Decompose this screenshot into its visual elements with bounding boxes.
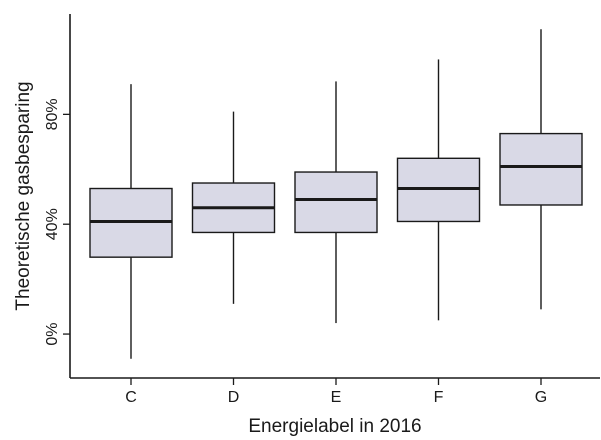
x-tick-label-c: C bbox=[125, 389, 137, 406]
y-ticks-layer: 0% 40% 80% bbox=[44, 98, 70, 346]
x-tick-label-g: G bbox=[535, 389, 547, 406]
x-ticks-layer: C D E F G bbox=[125, 378, 547, 406]
y-tick-label-80: 80% bbox=[44, 98, 61, 130]
y-tick-label-0: 0% bbox=[44, 322, 61, 345]
y-axis-title: Theoretische gasbesparing bbox=[13, 81, 34, 310]
y-tick-label-40: 40% bbox=[44, 208, 61, 240]
x-axis-title: Energielabel in 2016 bbox=[248, 416, 421, 437]
boxes-layer bbox=[89, 29, 583, 359]
box-g bbox=[499, 132, 583, 206]
x-tick-label-d: D bbox=[228, 389, 240, 406]
x-tick-label-e: E bbox=[331, 389, 342, 406]
x-tick-label-f: F bbox=[434, 389, 444, 406]
box-e bbox=[294, 171, 378, 234]
